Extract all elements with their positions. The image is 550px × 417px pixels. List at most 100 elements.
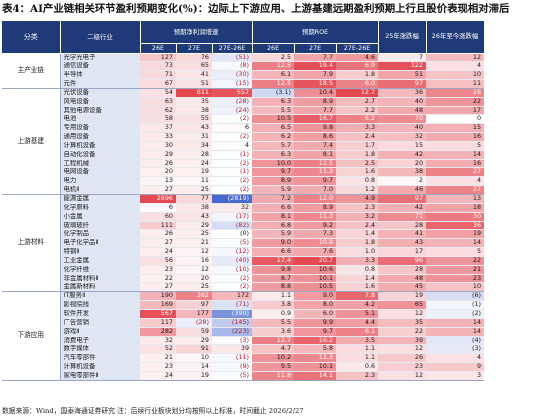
industry-cell: 化学原料 [60,203,140,213]
roe-diff-cell: 1.8 [336,150,379,160]
profit-diff-cell: (390) [212,309,253,319]
roe-27e-cell: 6.0 [294,309,337,319]
perf-2025-cell: 40 [378,123,427,134]
header-roe-26e: 26E [252,43,295,54]
roe-diff-cell: 6.0 [336,79,379,89]
spacer-cell [484,124,548,133]
table-row: 上游基建 光伏设备 54 611 557 (3.1) 10.4 12.7 36 26 [2,88,548,196]
perf-2025-cell: 122 [378,61,427,72]
roe-26e-cell: 6.6 [252,203,295,213]
profit-diff-cell: (3) [212,336,253,346]
roe-diff-cell: 2.4 [336,132,379,142]
roe-26e-cell: 9.0 [252,238,295,249]
profit-27e-cell: 31 [176,132,212,142]
table-header: 分类 二级行业 预期净利润增速 预期ROE 25年涨跌幅 26年至今涨跌幅 26… [2,21,549,54]
perf-2025-cell: 28 [378,221,427,231]
profit-26e-cell: 20 [140,167,176,178]
roe-diff-cell: 3.3 [336,123,379,134]
table-row: 特钢Ⅱ 24 12 (12) 6.6 7.6 1.0 17 5 [2,247,548,257]
industry-cell: 光伏设备 [60,88,140,98]
profit-diff-cell: (2) [212,282,253,293]
roe-26e-cell: 6.6 [252,247,295,257]
roe-diff-cell: 1.4 [336,274,379,284]
industry-cell: 化学制品 [60,229,140,240]
industry-cell: 家电零部件Ⅱ [60,371,140,381]
table-row: 计算机设备 23 14 (9) 9.5 10.1 0.6 23 9 [2,362,548,372]
roe-26e-cell: 5.9 [252,185,295,195]
perf-2025-cell: 51 [378,70,427,81]
table-row: 影视院线 169 97 (71) 3.8 8.0 4.2 65 (1) [2,300,548,310]
profit-27e-cell: 21 [176,238,212,249]
roe-27e-cell: 10.4 [294,88,337,98]
roe-diff-cell: 4.9 [336,194,379,204]
roe-27e-cell: 7.3 [294,229,337,240]
perf-2026-cell: 4 [426,176,485,187]
perf-2025-cell: 45 [378,282,427,293]
perf-2025-cell: 96 [378,256,427,266]
table-row: 计算机设备 30 34 4 5.7 7.4 1.7 15 5 [2,141,548,151]
profit-26e-cell: 2896 [140,194,176,204]
perf-2026-cell: 11 [426,79,485,89]
profit-diff-cell: (11) [212,353,253,364]
roe-diff-cell: 0.6 [336,362,379,372]
roe-27e-cell: 16.2 [294,336,337,346]
perf-2026-cell: 27 [426,185,485,195]
perf-2025-cell: 22 [378,327,427,337]
roe-diff-cell: 2.7 [336,97,379,107]
spacer-cell [484,318,548,327]
perf-2025-cell: 41 [378,229,427,240]
profit-26e-cell: 111 [140,221,176,231]
profit-27e-cell: 19 [176,371,212,381]
spacer-cell [484,80,548,89]
profit-27e-cell: 41 [176,70,212,81]
profit-27e-cell: 25 [176,282,212,293]
profit-diff-cell: (223) [212,327,253,337]
industry-cell: 光学光电子 [60,53,140,63]
perf-2025-cell: 38 [378,167,427,178]
profit-26e-cell: 6 [140,203,176,213]
profit-26e-cell: 33 [140,132,176,142]
industry-cell: 电机Ⅱ [60,185,140,195]
roe-diff-cell: 2.5 [336,159,379,169]
roe-27e-cell: 11.3 [294,353,337,364]
profit-diff-cell: (1) [212,167,253,178]
table-row: 通用设备 33 31 (2) 6.2 8.6 2.4 32 16 [2,132,548,142]
spacer-cell [484,327,548,336]
profit-26e-cell: 29 [140,150,176,160]
roe-27e-cell: 5.8 [294,344,337,355]
perf-2025-cell: 12 [378,371,427,381]
profit-27e-cell: 29 [176,221,212,231]
roe-26e-cell: 12.5 [252,61,295,72]
profit-diff-cell: (71) [212,300,253,310]
industry-cell: 通用设备 [60,132,140,142]
profit-27e-cell: 12 [176,247,212,257]
profit-forecast-table: 分类 二级行业 预期净利润增速 预期ROE 25年涨跌幅 26年至今涨跌幅 26… [2,21,549,381]
header-industry: 二级行业 [60,21,141,54]
profit-diff-cell: (28) [212,97,253,107]
roe-diff-cell: 5.1 [336,309,379,319]
header-roe-diff: 27E-26E [336,43,379,54]
profit-diff-cell: (2) [212,114,253,125]
perf-2026-cell: (4) [426,336,485,346]
roe-27e-cell: 9.2 [294,221,337,231]
table-row: 化学纤维 23 12 (10) 9.8 10.6 0.8 28 21 [2,265,548,275]
header-roe-27e: 27E [294,43,337,54]
header-profit-26e: 26E [140,43,177,54]
profit-diff-cell: (12) [212,247,253,257]
roe-27e-cell: 12.5 [294,159,337,169]
roe-27e-cell: 11.3 [294,212,337,222]
spacer-cell [484,133,548,142]
profit-diff-cell: 39 [212,344,253,355]
table-row: 通信设备 73 65 (8) 12.5 19.4 6.9 122 4 [2,61,548,72]
roe-27e-cell: 7.6 [294,247,337,257]
profit-27e-cell: 43 [176,212,212,222]
table-row: 电力 13 11 (2) 8.9 9.7 0.8 2 4 [2,176,548,187]
table-row: 非金属材料Ⅱ 22 20 (2) 8.7 10.1 1.4 48 23 [2,274,548,284]
profit-forecast-table-wrapper: 分类 二级行业 预期净利润增速 预期ROE 25年涨跌幅 26年至今涨跌幅 26… [2,21,549,381]
roe-diff-cell: 6.9 [336,61,379,72]
profit-diff-cell: (5) [212,371,253,381]
profit-26e-cell: 54 [140,88,176,98]
profit-26e-cell: 63 [140,97,176,107]
perf-2026-cell: 14 [426,150,485,160]
profit-27e-cell: 19 [176,167,212,178]
